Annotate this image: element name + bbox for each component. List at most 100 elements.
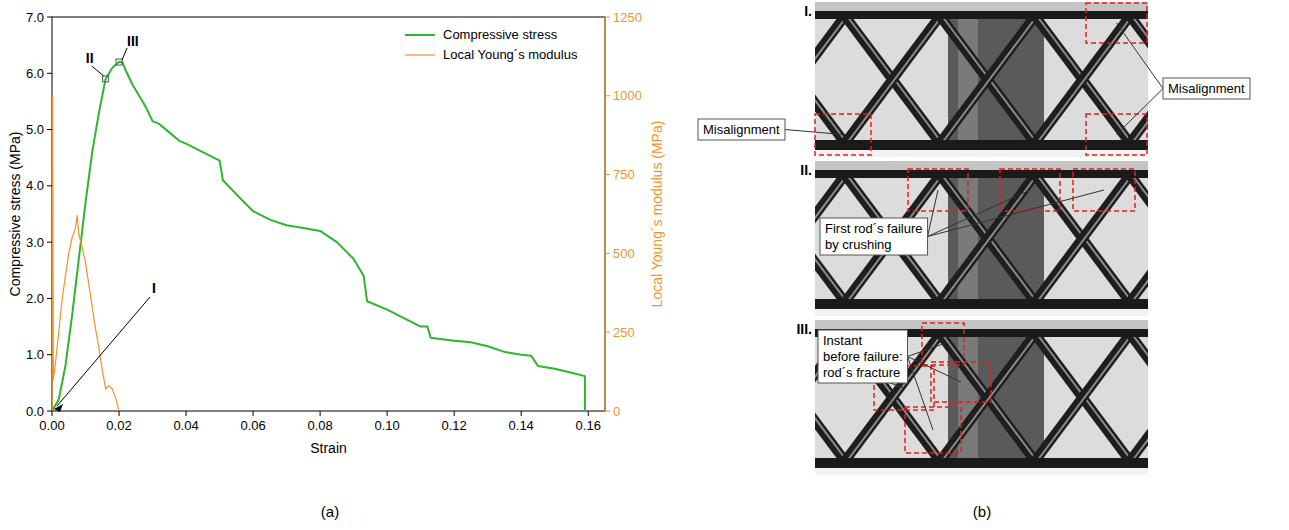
callout-text: Misalignment (1168, 81, 1245, 96)
callout-box (1163, 78, 1250, 99)
lattice-rod (845, 16, 940, 143)
photo (815, 161, 1148, 316)
y-tick (47, 242, 52, 243)
lattice-rod-highlight (1037, 334, 1132, 461)
photo-background (815, 161, 1148, 316)
x-tick-label: 0.02 (106, 418, 131, 433)
annotation-label: III (127, 33, 139, 49)
callout-leader (1117, 89, 1164, 135)
photo-cylinder (948, 14, 1044, 141)
x-tick (387, 411, 388, 416)
panel-label: (a) (321, 503, 339, 520)
x-tick (52, 411, 53, 416)
x-tick-label: 0.00 (39, 418, 64, 433)
y2-tick-label: 750 (613, 167, 635, 182)
photo-floor (815, 309, 1148, 316)
y2-axis-line (605, 17, 606, 411)
panel-label: (b) (973, 503, 991, 520)
y2-tick (605, 411, 610, 412)
top-plate (815, 11, 1148, 19)
x-tick-label: 0.16 (576, 418, 601, 433)
annotation-arrow (57, 297, 150, 406)
callout-text: Misalignment (703, 122, 780, 137)
plot-data (52, 62, 585, 411)
y2-tick (605, 332, 610, 333)
bottom-plate (815, 140, 1148, 150)
annotation-arrow (92, 66, 104, 76)
lattice-rod-highlight (1132, 175, 1148, 302)
legend: Compressive stressLocal Young´s modulus (405, 27, 578, 62)
lattice-rod-highlight (1037, 16, 1132, 143)
y2-tick-label: 1250 (613, 10, 642, 25)
y2-axis-title: Local Young´s modulus (MPa) (649, 121, 665, 308)
annotation-arrow (122, 48, 127, 60)
lattice-rod-highlight (942, 16, 1037, 143)
lattice-rod-highlight (1132, 334, 1148, 461)
y-tick (47, 411, 52, 412)
callout-text: by crushing (825, 237, 891, 252)
photo-cylinder (948, 173, 1044, 300)
callout-leader (928, 190, 938, 237)
photo-background (815, 320, 1148, 475)
bottom-plate (815, 458, 1148, 468)
x-tick (119, 411, 120, 416)
lattice-rod (940, 334, 1035, 461)
photo-cylinder (948, 332, 1044, 459)
lattice-rod (815, 16, 845, 143)
y-tick (47, 185, 52, 186)
callout-box (818, 330, 908, 383)
y-tick (47, 17, 52, 18)
y-tick-label: 7.0 (26, 10, 44, 25)
y-axis-title: Compressive stress (MPa) (7, 132, 23, 297)
y-tick-label: 0.0 (26, 404, 44, 419)
lattice-rod-highlight (1037, 175, 1132, 302)
frame-label: I. (804, 3, 812, 19)
annotation-marker (116, 59, 122, 65)
y2-tick (605, 17, 610, 18)
callout-leader (785, 130, 843, 135)
callout: Misalignment (1163, 78, 1250, 99)
lattice-rod (1035, 16, 1130, 143)
lattice-rod (940, 16, 1035, 143)
lattice-rod-highlight (942, 334, 1037, 461)
x-tick-label: 0.14 (509, 418, 534, 433)
y-tick (47, 298, 52, 299)
x-tick (320, 411, 321, 416)
y-tick-label: 3.0 (26, 235, 44, 250)
lattice-rod-highlight (1037, 175, 1132, 302)
x-tick (588, 411, 589, 416)
lattice-rod-highlight (1132, 16, 1148, 143)
x-tick-label: 0.10 (374, 418, 399, 433)
lattice-rod-highlight (847, 16, 942, 143)
lattice-rod (940, 16, 1035, 143)
lattice-rod-highlight (1037, 334, 1132, 461)
plot-frame (52, 17, 605, 411)
lattice-rod (815, 16, 845, 143)
y2-tick (605, 174, 610, 175)
y-tick-label: 1.0 (26, 347, 44, 362)
photo-floor (815, 150, 1148, 157)
y-tick-label: 6.0 (26, 66, 44, 81)
y2-tick (605, 253, 610, 254)
x-tick (186, 411, 187, 416)
photo-background (815, 2, 1148, 157)
annotation-marker (103, 76, 109, 82)
arrow-head (54, 404, 63, 412)
photo (815, 2, 1148, 157)
legend-swatch (405, 34, 435, 36)
y2-tick-label: 1000 (613, 88, 642, 103)
y2-tick-label: 250 (613, 325, 635, 340)
y2-tick (605, 95, 610, 96)
bottom-plate (815, 299, 1148, 309)
lattice-rod (845, 16, 940, 143)
y-tick (47, 129, 52, 130)
lattice-rod-highlight (847, 16, 942, 143)
x-tick (253, 411, 254, 416)
lattice-rod (1035, 334, 1130, 461)
frame-label: III. (796, 321, 812, 337)
x-tick-label: 0.12 (442, 418, 467, 433)
callout: Instantbefore failure:rod´s fracture (818, 330, 908, 383)
series-line (52, 62, 585, 411)
y-tick-label: 5.0 (26, 122, 44, 137)
callout-leader (928, 190, 1104, 237)
